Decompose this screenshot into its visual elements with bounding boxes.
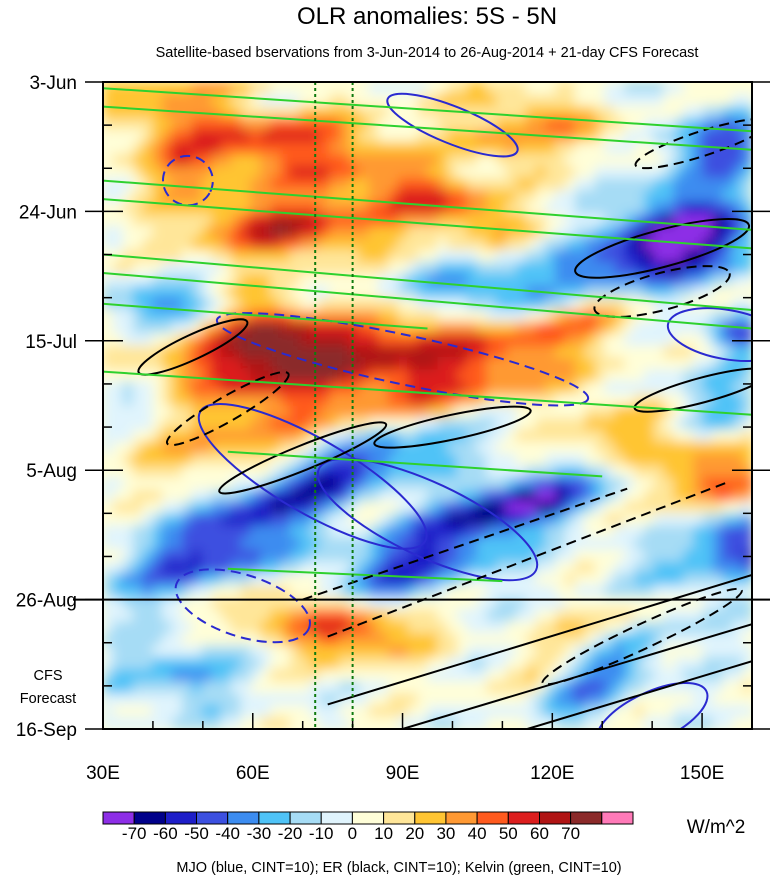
er-contour xyxy=(633,367,752,413)
plot-frame xyxy=(102,81,753,730)
er-contour xyxy=(302,487,628,601)
kelvin-contour xyxy=(103,105,752,151)
colorbar-swatch xyxy=(351,811,385,825)
er-contour xyxy=(327,481,728,638)
colorbar-label: 0 xyxy=(348,824,357,843)
colorbar-label: 60 xyxy=(530,824,549,843)
x-tick-label: 90E xyxy=(386,763,420,784)
kelvin-contour xyxy=(103,253,752,311)
forecast-label-line-2: Forecast xyxy=(20,691,76,707)
colorbar-swatch xyxy=(539,811,572,825)
colorbar-swatch xyxy=(133,811,166,825)
er-contour xyxy=(218,421,388,495)
kelvin-contour xyxy=(103,370,752,416)
mjo-contour xyxy=(161,154,214,207)
x-tick-label: 30E xyxy=(86,763,120,784)
colorbar-units: W/m^2 xyxy=(687,817,746,838)
colorbar-swatch xyxy=(258,811,291,825)
y-tick-label: 3-Jun xyxy=(29,73,77,94)
colorbar-label: 20 xyxy=(405,824,424,843)
colorbar-swatch xyxy=(414,811,447,825)
y-tick-label: 16-Sep xyxy=(16,720,77,741)
kelvin-contour xyxy=(103,302,428,330)
colorbar-label: -10 xyxy=(309,824,334,843)
y-tick-label: 5-Aug xyxy=(26,461,77,482)
y-tick-label: 15-Jul xyxy=(25,332,77,353)
colorbar-label: -70 xyxy=(122,824,147,843)
colorbar-swatch xyxy=(445,811,478,825)
kelvin-contour xyxy=(227,567,503,583)
kelvin-contour xyxy=(103,198,752,250)
colorbar-swatch xyxy=(570,811,603,825)
colorbar-label: 30 xyxy=(436,824,455,843)
kelvin-contour xyxy=(103,87,752,133)
er-contour xyxy=(165,371,290,447)
mjo-contour xyxy=(215,312,590,407)
er-contour xyxy=(541,587,743,686)
er-contour xyxy=(137,318,249,376)
chart-title: OLR anomalies: 5S - 5N xyxy=(297,3,557,30)
colorbar-label: 70 xyxy=(561,824,580,843)
wave-contours xyxy=(103,87,752,729)
colorbar-swatch xyxy=(601,811,634,825)
y-tick-label: 26-Aug xyxy=(16,591,77,612)
mjo-contour xyxy=(666,307,752,362)
er-contour xyxy=(373,405,532,449)
colorbar-swatch xyxy=(476,811,509,825)
colorbar-swatch xyxy=(289,811,322,825)
colorbar-swatch xyxy=(196,811,229,825)
colorbar-swatch xyxy=(164,811,198,825)
x-tick-label: 150E xyxy=(680,763,724,784)
colorbar-label: -30 xyxy=(247,824,272,843)
colorbar-label: -60 xyxy=(153,824,178,843)
colorbar-label: -40 xyxy=(215,824,240,843)
colorbar-swatch xyxy=(102,811,135,825)
colorbar-label: -50 xyxy=(184,824,209,843)
mjo-contour xyxy=(316,457,539,582)
er-contour xyxy=(527,660,752,729)
colorbar: -70 -60 -50 -40 -30 -20 -10 0 10 20 30 40 50 60 70 xyxy=(102,811,634,843)
forecast-label-line-1: CFS xyxy=(34,668,63,684)
colorbar-swatch xyxy=(507,811,540,825)
colorbar-label: 10 xyxy=(374,824,393,843)
olr-anomaly-field xyxy=(103,82,752,729)
colorbar-swatch xyxy=(227,811,260,825)
kelvin-contour xyxy=(227,450,603,478)
kelvin-contour xyxy=(103,179,752,231)
mjo-contour xyxy=(174,568,311,644)
plot-area xyxy=(73,81,770,730)
er-contour xyxy=(634,118,752,170)
er-contour xyxy=(327,574,752,706)
colorbar-swatch xyxy=(320,811,353,825)
er-contour xyxy=(593,265,731,318)
x-tick-label: 120E xyxy=(530,763,574,784)
y-tick-label: 24-Jun xyxy=(19,202,77,223)
chart-subtitle: Satellite-based bservations from 3-Jun-2… xyxy=(156,45,699,61)
colorbar-swatch xyxy=(383,811,416,825)
colorbar-label: 40 xyxy=(468,824,487,843)
x-axis: 30E 60E 90E 120E 150E xyxy=(86,713,753,784)
contour-legend: MJO (blue, CINT=10); ER (black, CINT=10)… xyxy=(176,860,621,876)
y-axis: 3-Jun 24-Jun 15-Jul 5-Aug 26-Aug 16-Sep xyxy=(16,73,770,741)
colorbar-label: -20 xyxy=(278,824,303,843)
kelvin-contour xyxy=(103,272,752,330)
colorbar-label: 50 xyxy=(499,824,518,843)
x-tick-label: 60E xyxy=(236,763,270,784)
er-contour xyxy=(402,623,752,729)
er-contour xyxy=(574,218,751,279)
mjo-contour xyxy=(386,92,519,158)
